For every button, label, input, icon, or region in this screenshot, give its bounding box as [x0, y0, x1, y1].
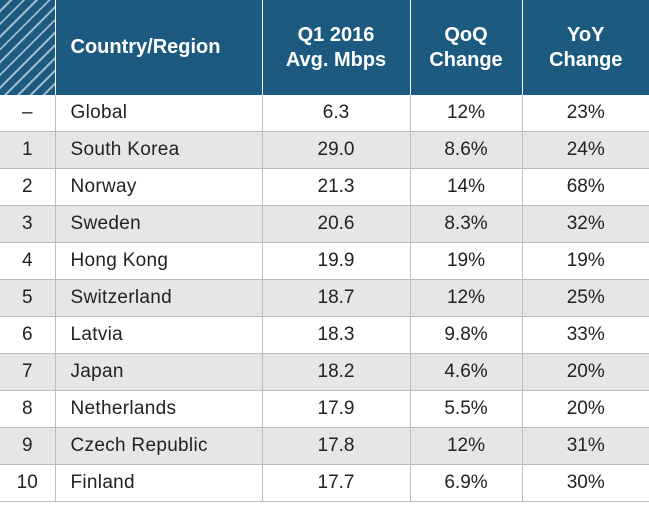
table-row: 5 Switzerland 18.7 12% 25% [0, 279, 649, 317]
avg-mbps-cell: 20.6 [262, 205, 411, 243]
country-region-header: Country/Region [55, 0, 263, 95]
qoq-change-cell: 6.9% [410, 464, 523, 502]
rank-header-hatch [0, 0, 56, 95]
rank-cell: 3 [0, 205, 56, 243]
rank-cell: 9 [0, 427, 56, 465]
qoq-change-cell: 9.8% [410, 316, 523, 354]
table-row: 6 Latvia 18.3 9.8% 33% [0, 316, 649, 354]
qoq-change-cell: 12% [410, 95, 523, 132]
qoq-change-header: QoQ Change [410, 0, 523, 95]
avg-mbps-cell: 18.2 [262, 353, 411, 391]
yoy-change-cell: 19% [522, 242, 649, 280]
table-row: 7 Japan 18.2 4.6% 20% [0, 353, 649, 391]
yoy-change-header-line2: Change [549, 48, 623, 71]
avg-mbps-cell: 17.7 [262, 464, 411, 502]
table-row: – Global 6.3 12% 23% [0, 95, 649, 132]
qoq-change-cell: 12% [410, 427, 523, 465]
rank-cell: 4 [0, 242, 56, 280]
country-cell: South Korea [55, 131, 263, 169]
yoy-change-cell: 25% [522, 279, 649, 317]
table-row: 8 Netherlands 17.9 5.5% 20% [0, 390, 649, 428]
avg-mbps-cell: 18.3 [262, 316, 411, 354]
avg-mbps-header-line2: Avg. Mbps [285, 48, 387, 71]
qoq-change-cell: 14% [410, 168, 523, 206]
yoy-change-header: YoY Change [522, 0, 649, 95]
country-cell: Japan [55, 353, 263, 391]
yoy-change-cell: 24% [522, 131, 649, 169]
country-cell: Norway [55, 168, 263, 206]
avg-mbps-cell: 17.8 [262, 427, 411, 465]
country-cell: Finland [55, 464, 263, 502]
table-row: 10 Finland 17.7 6.9% 30% [0, 464, 649, 502]
qoq-change-cell: 19% [410, 242, 523, 280]
country-cell: Hong Kong [55, 242, 263, 280]
country-cell: Netherlands [55, 390, 263, 428]
avg-mbps-cell: 17.9 [262, 390, 411, 428]
yoy-change-cell: 23% [522, 95, 649, 132]
rank-cell: 10 [0, 464, 56, 502]
qoq-change-header-line1: QoQ [444, 23, 488, 46]
rank-cell: 6 [0, 316, 56, 354]
qoq-change-cell: 4.6% [410, 353, 523, 391]
rank-cell: – [0, 95, 56, 132]
country-cell: Sweden [55, 205, 263, 243]
rank-cell: 7 [0, 353, 56, 391]
table-header: Country/Region Q1 2016 Avg. Mbps QoQ Cha… [0, 0, 649, 95]
header-row: Country/Region Q1 2016 Avg. Mbps QoQ Cha… [0, 0, 649, 95]
avg-mbps-cell: 21.3 [262, 168, 411, 206]
qoq-change-cell: 5.5% [410, 390, 523, 428]
table-row: 2 Norway 21.3 14% 68% [0, 168, 649, 206]
avg-mbps-cell: 19.9 [262, 242, 411, 280]
yoy-change-cell: 68% [522, 168, 649, 206]
table-row: 1 South Korea 29.0 8.6% 24% [0, 131, 649, 169]
yoy-change-cell: 30% [522, 464, 649, 502]
yoy-change-cell: 20% [522, 353, 649, 391]
qoq-change-cell: 8.3% [410, 205, 523, 243]
qoq-change-cell: 8.6% [410, 131, 523, 169]
yoy-change-cell: 32% [522, 205, 649, 243]
rank-cell: 5 [0, 279, 56, 317]
yoy-change-cell: 31% [522, 427, 649, 465]
yoy-change-header-line1: YoY [567, 23, 605, 46]
table-row: 3 Sweden 20.6 8.3% 32% [0, 205, 649, 243]
country-cell: Switzerland [55, 279, 263, 317]
avg-mbps-header-line1: Q1 2016 [297, 23, 375, 46]
qoq-change-cell: 12% [410, 279, 523, 317]
country-cell: Czech Republic [55, 427, 263, 465]
yoy-change-cell: 20% [522, 390, 649, 428]
rank-cell: 8 [0, 390, 56, 428]
rank-cell: 2 [0, 168, 56, 206]
avg-mbps-cell: 29.0 [262, 131, 411, 169]
qoq-change-header-line2: Change [429, 48, 503, 71]
country-region-header-label: Country/Region [70, 36, 221, 58]
table-row: 9 Czech Republic 17.8 12% 31% [0, 427, 649, 465]
avg-mbps-cell: 6.3 [262, 95, 411, 132]
country-cell: Latvia [55, 316, 263, 354]
rank-cell: 1 [0, 131, 56, 169]
table-body: – Global 6.3 12% 23% 1 South Korea 29.0 8.6% 24% 2… [0, 95, 649, 502]
avg-mbps-header: Q1 2016 Avg. Mbps [262, 0, 411, 95]
country-cell: Global [55, 95, 263, 132]
yoy-change-cell: 33% [522, 316, 649, 354]
avg-mbps-cell: 18.7 [262, 279, 411, 317]
table-row: 4 Hong Kong 19.9 19% 19% [0, 242, 649, 280]
